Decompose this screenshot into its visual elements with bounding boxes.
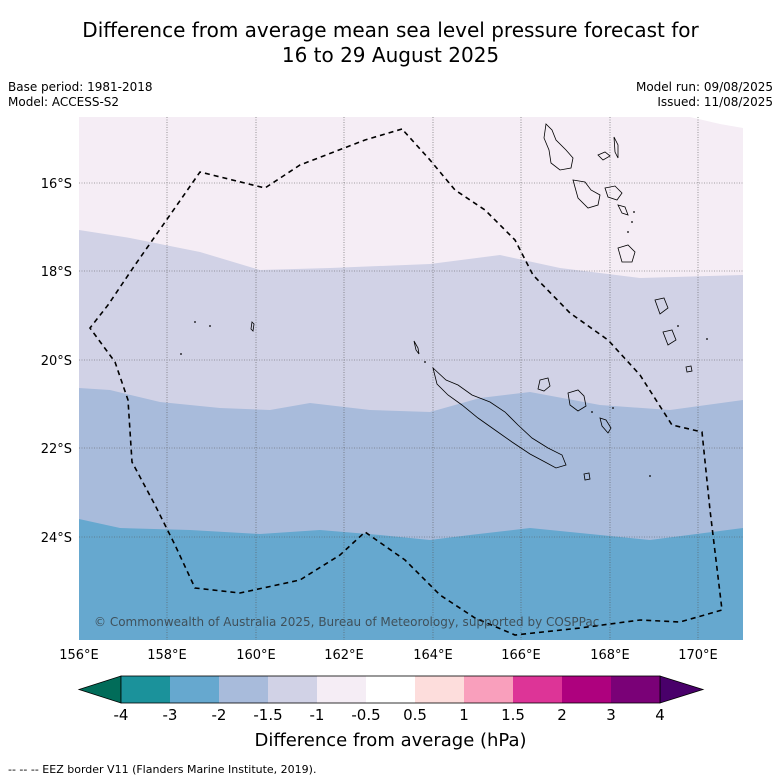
lon-tick-label: 166°E [501, 648, 541, 663]
no-data-corner [690, 117, 743, 128]
model-run-text: Model run: 09/08/2025 [635, 80, 773, 94]
base-period-text: Base period: 1981-2018 [8, 80, 153, 94]
island-loyalty-3 [599, 417, 612, 434]
colorbar-swatch [121, 676, 170, 703]
model-text: Model: ACCESS-S2 [8, 95, 120, 109]
island-ambae [597, 151, 611, 161]
island-belep [413, 340, 420, 355]
island-aneityum [662, 329, 677, 346]
colorbar-tick-label: -1.5 [253, 706, 282, 724]
anomaly-band-2 [79, 519, 743, 640]
lat-tick-label: 20°S [41, 354, 72, 369]
colorbar-swatch [317, 676, 366, 703]
colorbar-swatch [464, 676, 513, 703]
lon-tick-label: 164°E [413, 648, 453, 663]
lon-tick-label: 158°E [147, 648, 187, 663]
lat-tick-label: 24°S [41, 531, 72, 546]
island-malakula [572, 179, 601, 209]
colorbar-over-arrow [659, 675, 705, 704]
colorbar-swatch [562, 676, 611, 703]
title-line-2: 16 to 29 August 2025 [281, 43, 500, 67]
lon-ticks: 156°E 158°E 160°E 162°E 164°E 166°E 168°… [59, 648, 718, 663]
colorbar-tick-label: 1 [459, 706, 469, 724]
island-loyalty-2 [567, 389, 587, 412]
eez-border [88, 128, 723, 636]
title-line-1: Difference from average mean sea level p… [82, 18, 699, 42]
colorbar-swatch [170, 676, 219, 703]
island-new-caledonia [432, 366, 567, 469]
map-title: Difference from average mean sea level p… [0, 18, 781, 68]
colorbar-tick-label: 1.5 [501, 706, 525, 724]
island-small-1 [685, 365, 693, 373]
colorbar-swatch [611, 676, 660, 703]
island-isle-of-pines [583, 472, 591, 481]
map-area: © Commonwealth of Australia 2025, Bureau… [79, 117, 743, 640]
lon-tick-label: 162°E [324, 648, 364, 663]
lon-tick-label: 156°E [59, 648, 99, 663]
colorbar-swatch [513, 676, 562, 703]
eez-legend-note: -- -- -- EEZ border V11 (Flanders Marine… [8, 763, 317, 776]
lon-tick-label: 170°E [678, 648, 718, 663]
colorbar-swatch [415, 676, 464, 703]
colorbar-tick-label: 4 [655, 706, 665, 724]
colorbar-tick-label: 0.5 [403, 706, 427, 724]
colorbar-tick-label: -4 [114, 706, 129, 724]
island-tanna [654, 297, 669, 315]
issued-text: Issued: 11/08/2025 [657, 95, 773, 109]
lon-tick-label: 160°E [236, 648, 276, 663]
island-erromango [617, 244, 636, 263]
colorbar-tick-label: 2 [557, 706, 567, 724]
colorbar-tick-label: -1 [310, 706, 325, 724]
island-pentecost [613, 136, 619, 159]
island-chesterfield [250, 321, 255, 332]
island-efate [604, 185, 623, 201]
gridlines [79, 117, 743, 640]
lat-tick-label: 22°S [41, 442, 72, 457]
lat-tick-label: 18°S [41, 265, 72, 280]
coastlines [250, 123, 693, 481]
colorbar: -4 -3 -2 -1.5 -1 -0.5 0.5 1 1.5 2 3 4 [77, 675, 705, 724]
colorbar-tick-label: 3 [606, 706, 616, 724]
meta-right: Model run: 09/08/2025 Issued: 11/08/2025 [636, 80, 773, 110]
small-islets [180, 211, 708, 477]
island-loyalty-1 [537, 377, 551, 392]
meta-left: Base period: 1981-2018 Model: ACCESS-S2 [8, 80, 153, 110]
lat-ticks: 16°S 18°S 20°S 22°S 24°S [41, 177, 72, 546]
lat-tick-label: 16°S [41, 177, 72, 192]
copyright-text: © Commonwealth of Australia 2025, Bureau… [94, 615, 599, 629]
colorbar-swatch [219, 676, 268, 703]
colorbar-under-arrow [77, 675, 122, 704]
lon-tick-label: 168°E [590, 648, 630, 663]
colorbar-frame [120, 675, 661, 704]
colorbar-tick-label: -2 [212, 706, 227, 724]
colorbar-swatch [366, 676, 415, 703]
colorbar-swatch [268, 676, 317, 703]
island-small-2 [617, 204, 629, 216]
colorbar-label: Difference from average (hPa) [254, 730, 527, 751]
colorbar-tick-label: -3 [163, 706, 178, 724]
colorbar-tick-label: -0.5 [351, 706, 380, 724]
island-espiritu-santo [543, 123, 574, 171]
